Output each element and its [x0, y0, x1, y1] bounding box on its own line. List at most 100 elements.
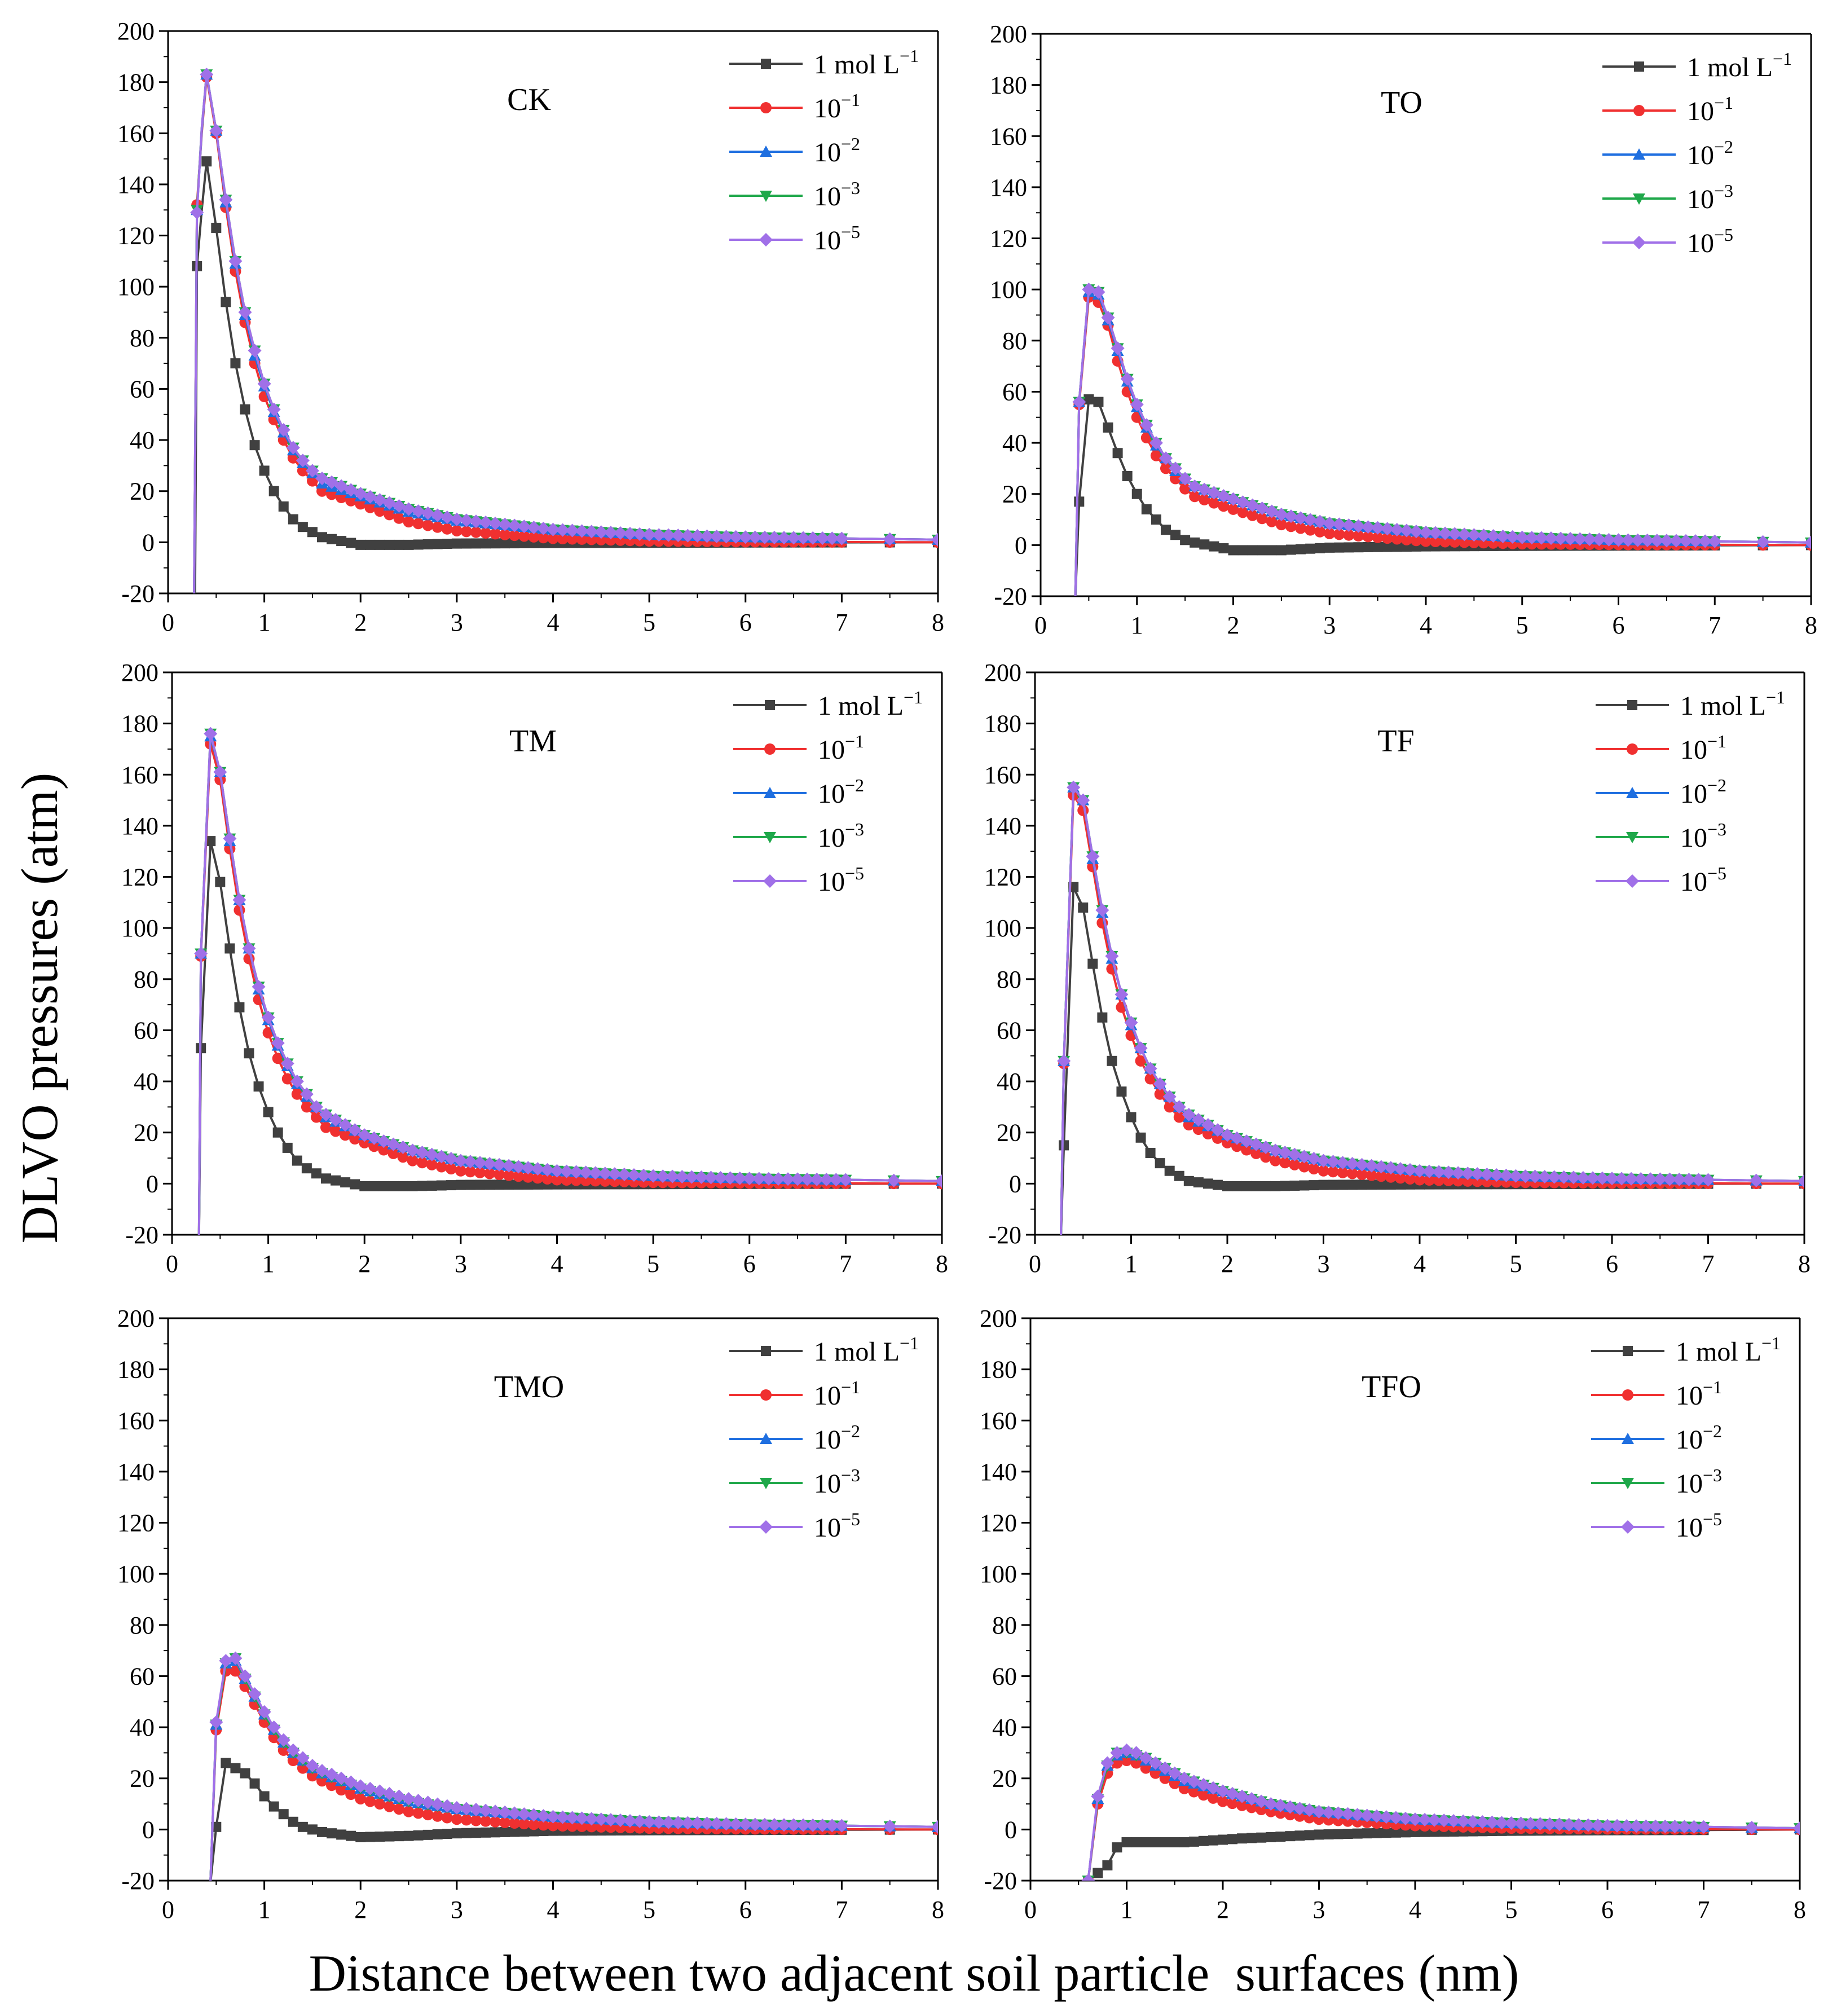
- data-point: [575, 1811, 589, 1825]
- y-tick-label: 160: [121, 761, 158, 789]
- data-point: [633, 527, 647, 541]
- data-point: [742, 1172, 756, 1186]
- data-point: [1226, 1786, 1240, 1801]
- data-point: [1208, 497, 1220, 509]
- x-tick-label: 1: [1125, 1250, 1138, 1278]
- data-point: [470, 1815, 482, 1826]
- data-point: [538, 532, 549, 544]
- data-point: [681, 1816, 695, 1830]
- data-point: [374, 1798, 386, 1810]
- data-point: [1155, 1158, 1165, 1169]
- legend-label: 1 mol L−1: [1676, 1333, 1781, 1367]
- data-point: [1372, 542, 1383, 552]
- legend-label: 10−5: [1676, 1509, 1722, 1543]
- data-point: [249, 440, 260, 451]
- data-point: [1456, 1814, 1470, 1828]
- data-point: [761, 1172, 776, 1186]
- data-point: [1274, 1798, 1288, 1812]
- data-point: [475, 1179, 485, 1190]
- data-point: [1595, 1171, 1609, 1185]
- legend-label-sup: −1: [900, 46, 919, 66]
- data-point: [536, 521, 550, 535]
- data-point: [392, 1789, 406, 1803]
- legend-label: 10−3: [814, 1465, 860, 1499]
- legend-label-sup: −5: [845, 863, 864, 883]
- series-3: [1073, 284, 1811, 596]
- data-point: [238, 1669, 252, 1683]
- x-tick-label: 5: [643, 1896, 655, 1923]
- y-tick-label: 140: [984, 812, 1021, 840]
- data-point: [1162, 1090, 1177, 1104]
- data-point: [1566, 1170, 1580, 1185]
- data-point: [1351, 519, 1366, 533]
- data-point: [1708, 534, 1722, 548]
- data-point: [490, 1816, 501, 1828]
- data-point: [1543, 1817, 1557, 1831]
- data-point: [261, 1010, 275, 1024]
- series-line: [1074, 288, 1811, 596]
- series-line: [197, 733, 942, 1235]
- legend-label-sup: −3: [1703, 1465, 1722, 1485]
- data-point: [1124, 1015, 1138, 1029]
- data-point: [1448, 527, 1462, 541]
- data-point: [569, 1165, 583, 1179]
- data-point: [517, 520, 531, 534]
- data-point: [1093, 1868, 1103, 1878]
- data-point: [1140, 1837, 1151, 1848]
- data-point: [547, 532, 559, 544]
- data-point: [1120, 1743, 1134, 1757]
- data-point: [777, 531, 791, 545]
- data-point: [1332, 517, 1346, 531]
- data-point: [461, 538, 472, 549]
- data-point: [297, 1821, 308, 1832]
- data-point: [738, 1817, 752, 1832]
- data-point: [1459, 536, 1470, 548]
- data-point: [547, 1820, 559, 1832]
- y-tick-label: 160: [984, 761, 1021, 789]
- data-point: [1298, 1161, 1310, 1173]
- data-point: [513, 1170, 525, 1182]
- data-point: [1475, 1815, 1490, 1829]
- data-point: [1173, 1111, 1185, 1123]
- data-point: [623, 526, 637, 540]
- data-point: [336, 536, 347, 547]
- data-point: [589, 1175, 601, 1187]
- y-tick-label: 140: [117, 171, 155, 199]
- legend-item: 10−5: [1596, 863, 1726, 897]
- data-point: [249, 1778, 260, 1789]
- data-point: [576, 533, 588, 545]
- series-line: [1074, 295, 1811, 596]
- data-point: [503, 1169, 515, 1181]
- legend-marker: [1633, 193, 1645, 205]
- legend-marker: [761, 59, 771, 69]
- y-tick-label: -20: [121, 1867, 155, 1895]
- data-point: [1361, 520, 1375, 534]
- data-point: [627, 1168, 641, 1182]
- data-point: [585, 1821, 597, 1833]
- legend-label-sup: −2: [1714, 137, 1733, 157]
- legend-label: 10−1: [818, 731, 864, 765]
- legend-label-base: 1 mol L: [1687, 52, 1773, 82]
- data-point: [1749, 1173, 1763, 1187]
- data-point: [1209, 541, 1219, 552]
- y-tick-label: -20: [125, 1221, 158, 1249]
- y-tick-label: 40: [992, 1714, 1017, 1741]
- data-point: [752, 1172, 766, 1186]
- data-point: [364, 501, 376, 513]
- data-point: [1274, 507, 1288, 521]
- data-point: [1067, 780, 1081, 794]
- data-point: [1324, 542, 1335, 553]
- data-point: [441, 1812, 453, 1824]
- data-point: [509, 1817, 521, 1829]
- data-point: [704, 1170, 718, 1185]
- data-point: [1143, 1062, 1157, 1076]
- data-point: [1341, 1807, 1355, 1821]
- data-point: [271, 1036, 285, 1050]
- data-point: [463, 1155, 477, 1169]
- legend-label: 10−2: [1676, 1421, 1722, 1455]
- data-point: [1270, 1155, 1281, 1167]
- legend-label: 10−5: [814, 1509, 860, 1543]
- y-tick-label: 80: [134, 966, 158, 993]
- x-tick-label: 0: [1034, 611, 1047, 639]
- series-4: [209, 1651, 938, 1881]
